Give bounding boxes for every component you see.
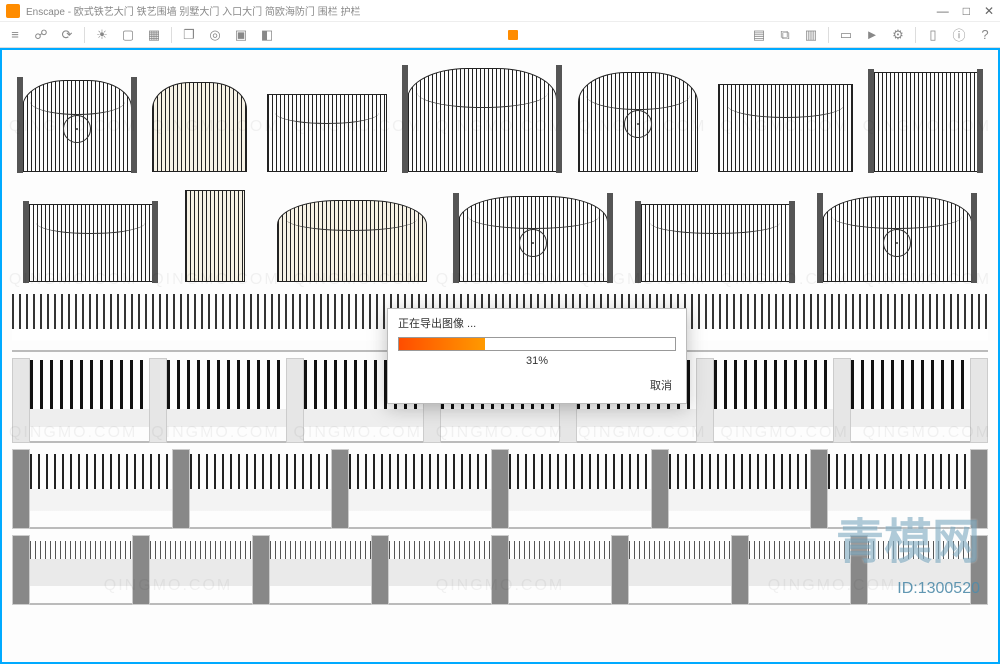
fence-pillar [12, 535, 30, 605]
link-icon[interactable]: ☍ [32, 26, 50, 44]
fence-model [30, 535, 132, 605]
title-bar: Enscape - 欧式铁艺大门 铁艺围墙 别墅大门 入口大门 简欧海防门 围栏… [0, 0, 1000, 22]
app-logo-icon [6, 4, 20, 18]
progress-bar [398, 337, 676, 351]
center-marker-icon [508, 30, 518, 40]
fence-pillar [491, 535, 509, 605]
grid3-icon[interactable]: ▥ [802, 26, 820, 44]
fence-pillar [970, 535, 988, 605]
fence-pillar [12, 358, 30, 443]
render-viewport[interactable]: QINGMO.COMQINGMO.COMQINGMO.COMQINGMO.COM… [0, 48, 1000, 664]
export-progress-dialog: 正在导出图像 ... 31% 取消 [387, 308, 687, 404]
layers-icon[interactable]: ❐ [180, 26, 198, 44]
fence-model [167, 358, 286, 443]
progress-bar-fill [399, 338, 485, 350]
cancel-button[interactable]: 取消 [646, 375, 676, 395]
view-icon[interactable]: ▣ [232, 26, 250, 44]
fence-model [389, 535, 491, 605]
close-button[interactable]: ✕ [984, 4, 994, 18]
capture-icon[interactable]: ⧉ [776, 26, 794, 44]
fence-pillar [696, 358, 714, 443]
fence-pillar [331, 449, 349, 529]
fence-pillar [149, 358, 167, 443]
fence-model [270, 535, 372, 605]
layout-icon[interactable]: ▯ [924, 26, 942, 44]
gate-model [152, 82, 247, 172]
toolbar-separator [84, 27, 85, 43]
main-toolbar: ≡ ☍ ⟳ ☀ ▢ ▦ ❐ ◎ ▣ ◧ ▤ ⧉ ▥ ▭ ► ⚙ ▯ ⓘ? [0, 22, 1000, 48]
fence-pillar [850, 535, 868, 605]
scene-icon[interactable]: ◧ [258, 26, 276, 44]
gate-model [640, 204, 790, 282]
fence-model [868, 535, 970, 605]
menu-icon[interactable]: ≡ [6, 26, 24, 44]
window-controls: — □ ✕ [937, 4, 994, 18]
fence-pillar [810, 449, 828, 529]
help-icon[interactable]: ? [976, 26, 994, 44]
fence-model [150, 535, 252, 605]
fence-model [190, 449, 332, 529]
fence-model [714, 358, 833, 443]
gate-model [407, 68, 557, 172]
fence-row [12, 535, 988, 605]
minimize-button[interactable]: — [937, 4, 949, 18]
fence-pillar [371, 535, 389, 605]
gate-model [28, 204, 153, 282]
fence-pillar [731, 535, 749, 605]
gate-model [718, 84, 853, 172]
gate-model [185, 190, 245, 282]
fence-model [349, 449, 491, 529]
fence-model [749, 535, 851, 605]
fence-row [12, 449, 988, 529]
fence-model [851, 358, 970, 443]
fence-pillar [611, 535, 629, 605]
gate-model [22, 80, 132, 172]
refresh-icon[interactable]: ⟳ [58, 26, 76, 44]
fence-pillar [132, 535, 150, 605]
fence-pillar [970, 449, 988, 529]
settings-icon[interactable]: ⚙ [889, 26, 907, 44]
gate-model [578, 72, 698, 172]
fence-pillar [172, 449, 190, 529]
grid2-icon[interactable]: ▤ [750, 26, 768, 44]
box-icon[interactable]: ▢ [119, 26, 137, 44]
gate-model [277, 200, 427, 282]
fence-model [509, 535, 611, 605]
progress-percent-label: 31% [388, 355, 686, 371]
video-icon[interactable]: ► [863, 26, 881, 44]
gate-model [873, 72, 978, 172]
fence-model [828, 449, 970, 529]
fence-pillar [833, 358, 851, 443]
fence-model [669, 449, 811, 529]
dialog-title: 正在导出图像 ... [388, 309, 686, 335]
fence-pillar [491, 449, 509, 529]
fence-pillar [252, 535, 270, 605]
fence-model [509, 449, 651, 529]
fence-pillar [651, 449, 669, 529]
toolbar-separator [915, 27, 916, 43]
maximize-button[interactable]: □ [963, 4, 970, 18]
grid-icon[interactable]: ▦ [145, 26, 163, 44]
gate-model [822, 196, 972, 282]
window-title: Enscape - 欧式铁艺大门 铁艺围墙 别墅大门 入口大门 简欧海防门 围栏… [26, 3, 937, 18]
image-icon[interactable]: ▭ [837, 26, 855, 44]
gate-model [267, 94, 387, 172]
gate-model [458, 196, 608, 282]
panorama-icon[interactable]: ◎ [206, 26, 224, 44]
fence-model [629, 535, 731, 605]
toolbar-separator [828, 27, 829, 43]
gate-row [2, 56, 998, 176]
sun-icon[interactable]: ☀ [93, 26, 111, 44]
toolbar-separator [171, 27, 172, 43]
fence-pillar [286, 358, 304, 443]
info-icon[interactable]: ⓘ [950, 26, 968, 44]
fence-model [30, 449, 172, 529]
fence-model [30, 358, 149, 443]
gate-row [2, 176, 998, 286]
fence-pillar [12, 449, 30, 529]
fence-pillar [970, 358, 988, 443]
